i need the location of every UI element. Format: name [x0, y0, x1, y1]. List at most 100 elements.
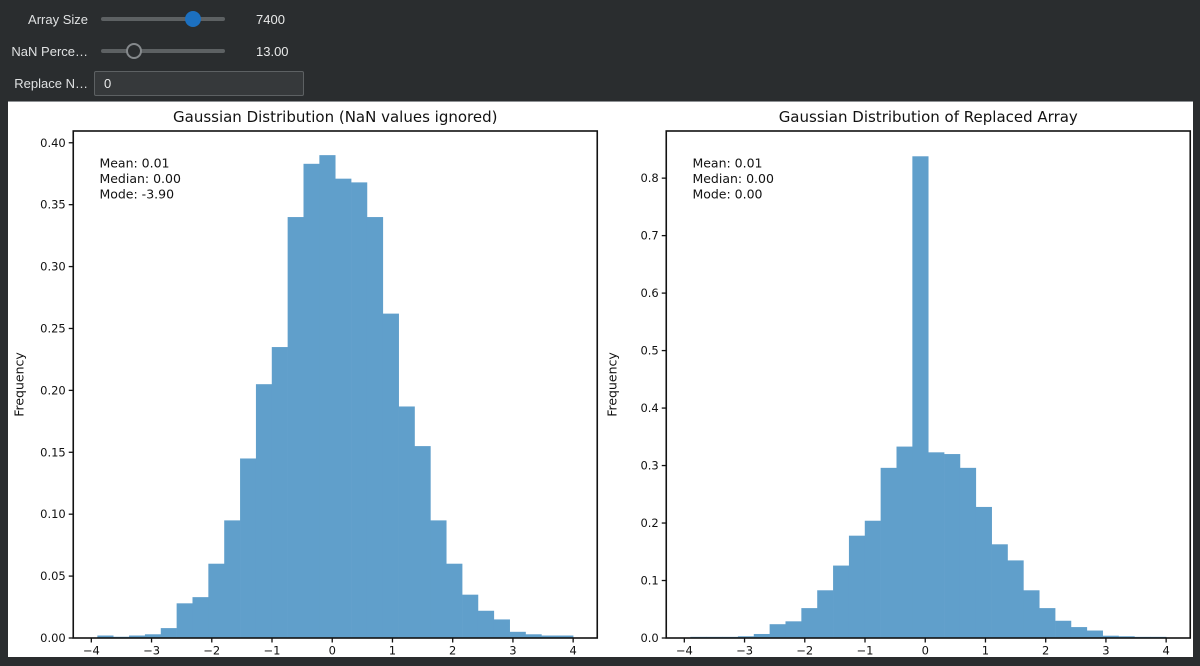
svg-text:0.05: 0.05 — [40, 569, 66, 583]
svg-text:4: 4 — [1162, 644, 1169, 658]
bar — [975, 506, 992, 638]
svg-text:−2: −2 — [203, 644, 220, 658]
svg-text:1: 1 — [981, 644, 988, 658]
bar — [398, 406, 415, 638]
svg-text:−3: −3 — [143, 644, 160, 658]
svg-text:0.3: 0.3 — [640, 459, 658, 473]
bars — [689, 156, 1166, 638]
ylabel: Frequency — [604, 352, 619, 417]
bar — [1022, 590, 1040, 638]
figure-canvas: −4 −3 −2 −1 0 1 2 3 4 0.00 0.05 0.10 0.15 0.20 0.25 0.3… — [8, 101, 1194, 658]
array-size-slider[interactable] — [101, 10, 225, 28]
bar — [1102, 635, 1119, 638]
bar — [335, 178, 352, 639]
svg-text:2: 2 — [449, 644, 456, 658]
bar — [160, 628, 177, 638]
bar — [462, 594, 479, 638]
array-size-slider-track[interactable] — [101, 17, 225, 21]
nan-percentage-slider-track[interactable] — [101, 49, 225, 53]
bar — [1054, 620, 1071, 638]
svg-text:0: 0 — [921, 644, 928, 658]
bar — [477, 610, 495, 638]
bar — [753, 633, 770, 638]
bars — [97, 155, 574, 639]
svg-text:−1: −1 — [264, 644, 281, 658]
bar — [303, 163, 320, 638]
svg-text:0.20: 0.20 — [40, 383, 66, 397]
svg-text:0.8: 0.8 — [640, 171, 658, 185]
bar — [97, 635, 114, 638]
bar — [848, 535, 865, 638]
svg-text:−1: −1 — [856, 644, 873, 658]
svg-text:2: 2 — [1042, 644, 1049, 658]
svg-text:0.2: 0.2 — [640, 516, 658, 530]
bar — [351, 182, 368, 638]
axis-ticks — [68, 142, 574, 643]
nan-percentage-label: NaN Perce… — [11, 43, 88, 59]
bar — [1118, 636, 1135, 638]
bar — [737, 636, 754, 638]
bar — [896, 446, 913, 638]
bar — [255, 384, 273, 638]
bar — [319, 155, 336, 638]
histogram-title: Gaussian Distribution (NaN values ignore… — [173, 108, 498, 126]
bar — [271, 347, 288, 638]
array-size-row: Array Size 7400 — [0, 3, 1200, 35]
bar — [1038, 608, 1055, 638]
svg-text:4: 4 — [569, 644, 576, 658]
bar — [959, 467, 976, 638]
left-histogram: −4 −3 −2 −1 0 1 2 3 4 0.00 0.05 0.10 0.15 0.20 0.25 0.3… — [8, 102, 601, 658]
array-size-slider-thumb[interactable] — [184, 11, 201, 27]
bar — [525, 634, 542, 638]
svg-text:0.6: 0.6 — [640, 286, 658, 300]
bar — [192, 597, 209, 638]
svg-text:1: 1 — [389, 644, 396, 658]
ylabel: Frequency — [11, 352, 26, 417]
bar — [769, 624, 786, 638]
bar — [446, 563, 463, 638]
bar — [287, 217, 304, 639]
bar — [1086, 630, 1103, 638]
axis-tick-labels: −4 −3 −2 −1 0 1 2 3 4 0.00 0.05 0.10 0.15 0.20 0.25 0.3… — [40, 136, 577, 658]
svg-text:Mean: 0.01: Mean: 0.01 — [692, 155, 762, 170]
bar — [240, 458, 257, 638]
bar — [509, 631, 526, 638]
replace-nan-input[interactable] — [94, 70, 304, 96]
right-histogram: −4 −3 −2 −1 0 1 2 3 4 0.0 0.1 0.2 0.3 0.4 0.5 0.6 0.7 0.8… — [601, 102, 1194, 658]
svg-text:−3: −3 — [736, 644, 753, 658]
svg-text:0.25: 0.25 — [40, 321, 66, 335]
svg-text:0.1: 0.1 — [640, 574, 658, 588]
svg-text:0.40: 0.40 — [40, 136, 66, 150]
replace-nan-row: Replace N… — [0, 67, 1200, 99]
svg-text:0.35: 0.35 — [40, 198, 66, 212]
nan-percentage-row: NaN Perce… 13.00 — [0, 35, 1200, 67]
histogram-svg-0: −4 −3 −2 −1 0 1 2 3 4 0.00 0.05 0.10 0.15 0.20 0.25 0.3… — [11, 108, 599, 658]
array-size-value: 7400 — [256, 11, 285, 27]
bar — [541, 635, 558, 638]
bar — [800, 608, 818, 638]
svg-text:0.5: 0.5 — [640, 344, 658, 358]
svg-text:0.00: 0.00 — [40, 631, 66, 645]
array-size-label: Array Size — [28, 11, 88, 27]
bar — [832, 565, 849, 638]
bar — [880, 467, 897, 638]
svg-text:0.15: 0.15 — [40, 445, 66, 459]
bar — [366, 217, 384, 639]
bar — [430, 520, 447, 638]
nan-percentage-slider-thumb[interactable] — [126, 43, 143, 59]
bar — [414, 446, 431, 638]
bar — [1007, 560, 1024, 638]
histogram-title: Gaussian Distribution of Replaced Array — [778, 108, 1077, 126]
bar — [784, 621, 802, 638]
svg-text:0.4: 0.4 — [640, 401, 658, 415]
bar — [911, 156, 929, 638]
bar — [382, 313, 399, 638]
controls-toolbar: Array Size 7400 NaN Perce… 13.00 Replace… — [0, 0, 1200, 101]
svg-text:−4: −4 — [83, 644, 100, 658]
svg-text:Median: 0.00: Median: 0.00 — [99, 171, 181, 186]
replace-nan-label: Replace N… — [14, 75, 88, 91]
bar — [991, 544, 1008, 638]
bar — [176, 603, 193, 638]
nan-percentage-slider[interactable] — [101, 42, 225, 60]
